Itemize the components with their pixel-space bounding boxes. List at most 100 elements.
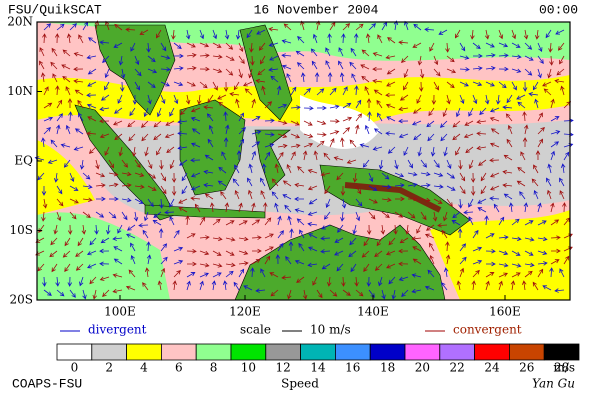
wind-arrow bbox=[222, 280, 228, 291]
wind-arrow bbox=[225, 250, 235, 256]
wind-arrow bbox=[424, 27, 435, 32]
wind-arrow bbox=[206, 113, 214, 122]
wind-arrow bbox=[446, 55, 455, 63]
wind-arrow bbox=[232, 178, 240, 187]
wind-arrow bbox=[428, 107, 435, 117]
wind-arrow bbox=[126, 233, 136, 239]
wind-arrow bbox=[81, 224, 87, 235]
wind-arrow bbox=[465, 146, 474, 154]
wind-arrow bbox=[51, 263, 58, 273]
wind-arrow bbox=[442, 107, 448, 118]
wind-arrow bbox=[524, 55, 534, 61]
wind-arrow bbox=[550, 141, 560, 148]
wind-arrow bbox=[173, 246, 184, 252]
wind-arrow bbox=[250, 55, 255, 66]
wind-arrow bbox=[258, 42, 266, 51]
wind-arrow bbox=[186, 53, 197, 58]
wind-arrow bbox=[316, 140, 325, 148]
wind-arrow bbox=[484, 94, 490, 105]
wind-arrow bbox=[264, 132, 275, 137]
wind-arrow bbox=[381, 197, 392, 203]
wind-arrow bbox=[290, 86, 297, 96]
wind-arrow bbox=[372, 66, 383, 72]
wind-arrow bbox=[69, 172, 75, 183]
wind-arrow bbox=[51, 47, 58, 57]
wind-arrow bbox=[559, 268, 565, 278]
lat-label: 20S bbox=[10, 293, 34, 307]
wind-arrow bbox=[334, 250, 344, 256]
wind-arrow bbox=[169, 198, 175, 208]
wind-arrow bbox=[351, 73, 357, 83]
wind-arrow bbox=[260, 55, 266, 65]
colorbar-tick: 24 bbox=[484, 361, 500, 375]
wind-arrow bbox=[283, 23, 292, 31]
wind-arrow bbox=[459, 185, 466, 195]
wind-arrow bbox=[99, 133, 110, 139]
wind-arrow bbox=[307, 246, 318, 252]
wind-arrow bbox=[458, 159, 463, 170]
wind-arrow bbox=[363, 237, 370, 247]
wind-arrow bbox=[134, 68, 142, 77]
wind-arrow bbox=[485, 66, 496, 71]
wind-arrow bbox=[147, 94, 152, 105]
wind-arrow bbox=[537, 138, 544, 148]
wind-arrow bbox=[524, 270, 533, 278]
wind-arrow bbox=[307, 221, 318, 227]
wind-arrow bbox=[251, 235, 262, 240]
wind-arrow bbox=[73, 146, 84, 151]
wind-arrow bbox=[310, 48, 318, 57]
wind-arrow bbox=[368, 172, 374, 183]
wind-arrow bbox=[427, 133, 435, 142]
wind-arrow bbox=[471, 280, 476, 291]
wind-arrow bbox=[537, 268, 544, 278]
wind-arrow bbox=[159, 198, 164, 209]
wind-arrow bbox=[186, 66, 197, 71]
wind-arrow bbox=[287, 289, 292, 300]
wind-arrow bbox=[468, 198, 474, 208]
wind-arrow bbox=[251, 150, 257, 161]
wind-arrow bbox=[281, 275, 292, 280]
wind-arrow bbox=[172, 280, 177, 291]
wind-arrow bbox=[238, 127, 246, 135]
wind-arrow bbox=[178, 207, 188, 213]
wind-arrow bbox=[372, 78, 383, 84]
wind-arrow bbox=[340, 185, 346, 196]
wind-arrow bbox=[368, 211, 376, 220]
wind-arrow bbox=[203, 169, 214, 175]
wind-arrow bbox=[373, 89, 383, 96]
wind-arrow bbox=[323, 211, 331, 220]
wind-arrow bbox=[307, 211, 318, 216]
wind-arrow bbox=[327, 72, 333, 83]
wind-arrow bbox=[42, 33, 47, 44]
map bbox=[34, 20, 574, 301]
wind-arrow bbox=[169, 216, 175, 226]
wind-arrow bbox=[477, 207, 487, 213]
wind-arrow bbox=[225, 270, 234, 278]
wind-arrow bbox=[49, 250, 58, 258]
wind-arrow bbox=[217, 180, 227, 187]
wind-arrow bbox=[180, 107, 188, 116]
wind-arrow bbox=[171, 185, 177, 196]
wind-arrow bbox=[348, 250, 357, 258]
wind-arrow bbox=[296, 62, 305, 70]
wind-arrow bbox=[95, 211, 105, 218]
wind-arrow bbox=[523, 202, 529, 213]
wind-arrow bbox=[452, 211, 461, 219]
wind-arrow bbox=[470, 29, 475, 40]
wind-arrow bbox=[299, 229, 305, 239]
wind-arrow bbox=[43, 86, 49, 96]
wind-arrow bbox=[235, 29, 241, 40]
wind-arrow bbox=[181, 172, 188, 182]
wind-arrow bbox=[535, 29, 540, 40]
wind-arrow bbox=[260, 190, 266, 200]
wind-arrow bbox=[173, 81, 184, 87]
wind-arrow bbox=[352, 224, 357, 235]
wind-arrow bbox=[329, 138, 335, 148]
wind-arrow bbox=[399, 237, 409, 244]
wind-arrow bbox=[178, 198, 188, 204]
wind-arrow bbox=[250, 267, 255, 278]
wind-arrow bbox=[433, 198, 443, 204]
wind-arrow bbox=[316, 120, 327, 125]
wind-arrow bbox=[88, 37, 97, 44]
wind-arrow bbox=[177, 131, 188, 136]
